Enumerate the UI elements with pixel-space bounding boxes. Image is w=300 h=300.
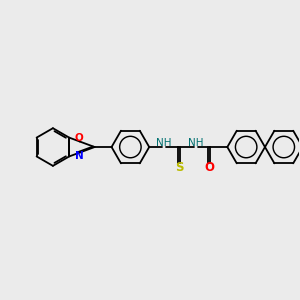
Text: O: O (204, 161, 214, 175)
Text: N: N (74, 151, 83, 161)
Text: NH: NH (188, 138, 203, 148)
Text: NH: NH (156, 138, 171, 148)
Text: O: O (74, 133, 83, 143)
Text: S: S (175, 161, 184, 175)
